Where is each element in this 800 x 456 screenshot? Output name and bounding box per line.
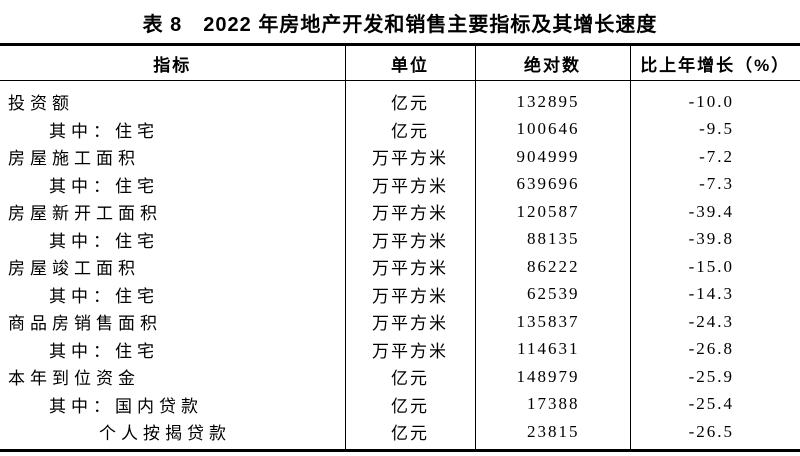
- value-cell: 100646: [475, 115, 631, 143]
- unit-cell: 万平方米: [345, 253, 476, 281]
- indicator-cell: 其中：国内贷款: [0, 390, 346, 418]
- unit-cell: 万平方米: [345, 198, 476, 226]
- value-cell: 23815: [475, 418, 631, 450]
- table-row: 其中：国内贷款 亿元 17388 -25.4: [0, 390, 800, 418]
- unit-cell: 万平方米: [345, 170, 476, 198]
- value-cell: 88135: [475, 225, 631, 253]
- indicators-table: 指标 单位 绝对数 比上年增长（%） 投资额 亿元 132895 -10.0 其…: [0, 43, 800, 452]
- table-row: 商品房销售面积 万平方米 135837 -24.3: [0, 308, 800, 336]
- table-title: 表 8 2022 年房地产开发和销售主要指标及其增长速度: [142, 14, 658, 36]
- unit-cell: 亿元: [345, 80, 476, 116]
- table-row: 房屋新开工面积 万平方米 120587 -39.4: [0, 198, 800, 226]
- indicator-cell: 其中：住宅: [0, 225, 346, 253]
- col-header-growth: 比上年增长（%）: [630, 44, 800, 81]
- indicator-cell: 房屋施工面积: [0, 143, 346, 171]
- indicator-cell: 房屋新开工面积: [0, 198, 346, 226]
- unit-cell: 万平方米: [345, 308, 476, 336]
- value-cell: 62539: [475, 280, 631, 308]
- indicator-cell: 本年到位资金: [0, 363, 346, 391]
- indicator-cell: 房屋竣工面积: [0, 253, 346, 281]
- indicator-cell: 商品房销售面积: [0, 308, 346, 336]
- indicator-cell: 其中：住宅: [0, 335, 346, 363]
- growth-cell: -39.4: [688, 201, 734, 221]
- col-header-unit: 单位: [345, 44, 476, 81]
- growth-cell: -39.8: [688, 229, 734, 249]
- value-cell: 17388: [475, 390, 631, 418]
- table-row: 其中：住宅 万平方米 639696 -7.3: [0, 170, 800, 198]
- indicator-cell: 其中：住宅: [0, 115, 346, 143]
- value-cell: 120587: [475, 198, 631, 226]
- growth-cell: -26.5: [688, 421, 734, 441]
- table-row: 其中：住宅 万平方米 114631 -26.8: [0, 335, 800, 363]
- table-row: 其中：住宅 万平方米 88135 -39.8: [0, 225, 800, 253]
- unit-cell: 万平方米: [345, 225, 476, 253]
- unit-cell: 亿元: [345, 390, 476, 418]
- growth-cell: -14.3: [688, 284, 734, 304]
- growth-cell: -7.2: [699, 146, 734, 166]
- unit-cell: 亿元: [345, 115, 476, 143]
- growth-cell: -26.8: [688, 339, 734, 359]
- unit-cell: 亿元: [345, 418, 476, 450]
- growth-cell: -24.3: [688, 311, 734, 331]
- col-header-indicator: 指标: [0, 44, 346, 81]
- header-row: 指标 单位 绝对数 比上年增长（%）: [0, 44, 800, 81]
- col-header-absolute-value: 绝对数: [475, 44, 631, 81]
- indicator-cell: 其中：住宅: [0, 280, 346, 308]
- value-cell: 86222: [475, 253, 631, 281]
- value-cell: 135837: [475, 308, 631, 336]
- table-row: 个人按揭贷款 亿元 23815 -26.5: [0, 418, 800, 450]
- growth-cell: -25.4: [688, 394, 734, 414]
- table-row: 本年到位资金 亿元 148979 -25.9: [0, 363, 800, 391]
- unit-cell: 万平方米: [345, 143, 476, 171]
- table-row: 房屋施工面积 万平方米 904999 -7.2: [0, 143, 800, 171]
- growth-cell: -9.5: [699, 119, 734, 139]
- table-row: 房屋竣工面积 万平方米 86222 -15.0: [0, 253, 800, 281]
- value-cell: 114631: [475, 335, 631, 363]
- unit-cell: 万平方米: [345, 335, 476, 363]
- growth-cell: -7.3: [699, 174, 734, 194]
- value-cell: 904999: [475, 143, 631, 171]
- growth-cell: -15.0: [688, 256, 734, 276]
- indicator-cell: 其中：住宅: [0, 170, 346, 198]
- table-row: 其中：住宅 万平方米 62539 -14.3: [0, 280, 800, 308]
- indicator-cell: 个人按揭贷款: [0, 418, 346, 450]
- table-row: 其中：住宅 亿元 100646 -9.5: [0, 115, 800, 143]
- unit-cell: 万平方米: [345, 280, 476, 308]
- unit-cell: 亿元: [345, 363, 476, 391]
- growth-cell: -10.0: [688, 91, 734, 111]
- table-row: 投资额 亿元 132895 -10.0: [0, 80, 800, 116]
- value-cell: 132895: [475, 80, 631, 116]
- indicator-cell: 投资额: [0, 80, 346, 116]
- value-cell: 148979: [475, 363, 631, 391]
- value-cell: 639696: [475, 170, 631, 198]
- growth-cell: -25.9: [688, 366, 734, 386]
